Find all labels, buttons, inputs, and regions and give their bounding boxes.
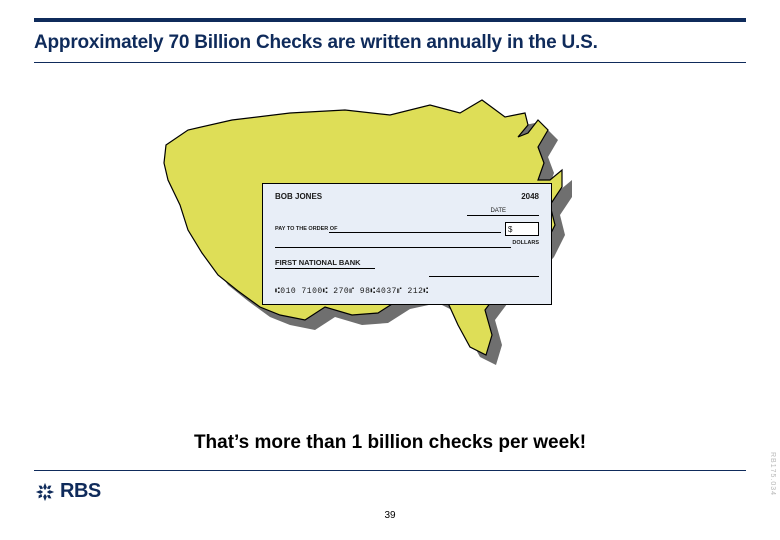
check-bank-name: FIRST NATIONAL BANK (275, 258, 361, 267)
rbs-logo-text: RBS (60, 480, 101, 503)
check-bank-line (275, 268, 375, 269)
side-reference-code: RB175.034 (769, 452, 776, 496)
check-date-line (467, 215, 539, 216)
rbs-logo: RBS (34, 480, 101, 503)
top-rule (34, 18, 746, 22)
page-number: 39 (0, 510, 780, 521)
check-micr: ⑆010 7100⑆ 270⑈ 98⑆4037⑈ 212⑆ (275, 287, 429, 296)
check-amount-words-line (275, 247, 511, 248)
bottom-rule (34, 470, 746, 471)
check-amount-box: $ (505, 222, 539, 236)
title-underline (34, 62, 746, 63)
check-signature-line (429, 276, 539, 277)
check-date-label: DATE (490, 208, 506, 214)
check-dollars-label: DOLLARS (512, 240, 539, 246)
check-payto-line (329, 232, 501, 233)
slide: Approximately 70 Billion Checks are writ… (0, 0, 780, 540)
rbs-logo-icon (34, 481, 56, 503)
slide-subtitle: That’s more than 1 billion checks per we… (0, 432, 780, 454)
bank-check: BOB JONES 2048 DATE PAY TO THE ORDER OF … (262, 183, 552, 305)
slide-title: Approximately 70 Billion Checks are writ… (34, 32, 746, 54)
figure-area: BOB JONES 2048 DATE PAY TO THE ORDER OF … (34, 85, 746, 405)
check-number: 2048 (521, 192, 539, 201)
check-account-name: BOB JONES (275, 192, 322, 201)
